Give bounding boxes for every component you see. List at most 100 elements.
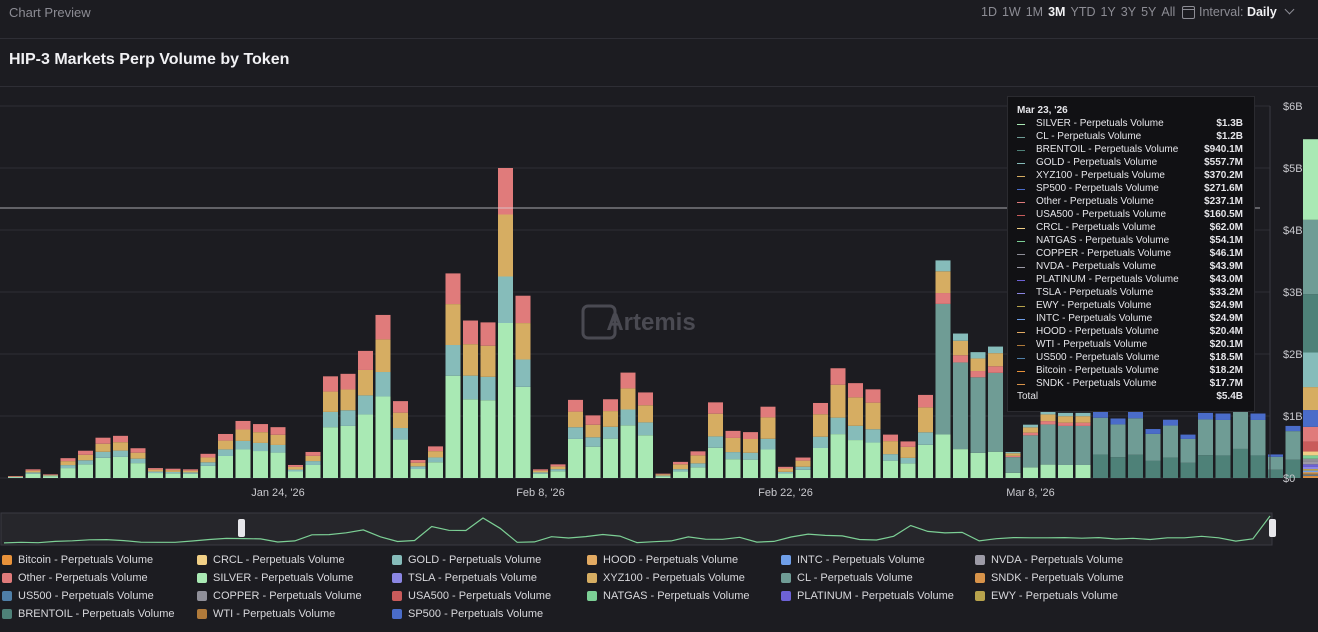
bar-segment[interactable] (1250, 455, 1266, 478)
bar-segment[interactable] (1110, 457, 1126, 478)
bar-segment[interactable] (60, 468, 76, 478)
bar-segment[interactable] (60, 458, 76, 462)
bar-segment[interactable] (43, 475, 58, 477)
bar-segment[interactable] (1005, 451, 1021, 454)
bar-segment[interactable] (988, 366, 1003, 373)
bar-segment[interactable] (393, 401, 408, 413)
calendar-icon[interactable] (1182, 5, 1196, 19)
range-navigator[interactable] (0, 512, 1276, 546)
bar-segment[interactable] (445, 375, 461, 478)
bar-segment[interactable] (743, 452, 758, 460)
bar-segment[interactable] (865, 402, 881, 430)
bar-segment[interactable] (288, 464, 303, 467)
bar-segment[interactable] (813, 402, 828, 415)
bar-segment[interactable] (1233, 403, 1248, 449)
bar-segment[interactable] (1303, 461, 1318, 465)
bar-segment[interactable] (148, 469, 163, 472)
bar-segment[interactable] (1198, 412, 1213, 420)
bar-segment[interactable] (1075, 422, 1091, 426)
bar-segment[interactable] (1215, 413, 1231, 420)
bar-segment[interactable] (585, 437, 601, 447)
bar-segment[interactable] (1075, 464, 1091, 478)
bar-segment[interactable] (428, 457, 443, 463)
bar-segment[interactable] (725, 430, 741, 438)
interval-selector[interactable]: Interval: Daily (1199, 4, 1295, 19)
bar-segment[interactable] (708, 413, 723, 437)
bar-segment[interactable] (655, 473, 671, 475)
bar-segment[interactable] (603, 438, 618, 478)
bar-segment[interactable] (95, 443, 111, 452)
navigator-left-handle[interactable] (238, 519, 245, 537)
bar-segment[interactable] (1268, 454, 1283, 457)
bar-segment[interactable] (165, 468, 181, 471)
bar-segment[interactable] (1303, 458, 1318, 462)
bar-segment[interactable] (1215, 455, 1231, 478)
bar-segment[interactable] (183, 472, 198, 474)
bar-segment[interactable] (130, 463, 146, 478)
bar-segment[interactable] (1040, 421, 1056, 425)
bar-segment[interactable] (953, 340, 968, 356)
bar-segment[interactable] (1180, 434, 1196, 439)
bar-segment[interactable] (725, 452, 741, 460)
bar-segment[interactable] (1250, 419, 1266, 456)
bar-segment[interactable] (113, 450, 128, 457)
bar-segment[interactable] (358, 395, 373, 415)
bar-segment[interactable] (1128, 411, 1143, 419)
bar-segment[interactable] (288, 469, 303, 472)
bar-segment[interactable] (428, 462, 443, 478)
bar-segment[interactable] (760, 449, 776, 478)
bar-segment[interactable] (1163, 457, 1178, 478)
bar-segment[interactable] (340, 425, 356, 478)
bar-segment[interactable] (1005, 457, 1021, 473)
bar-segment[interactable] (1303, 294, 1318, 353)
bar-segment[interactable] (830, 368, 846, 385)
bar-segment[interactable] (533, 473, 548, 478)
bar-segment[interactable] (340, 373, 356, 390)
bar-segment[interactable] (638, 435, 653, 478)
bar-segment[interactable] (515, 359, 531, 387)
bar-segment[interactable] (1303, 466, 1318, 470)
bar-segment[interactable] (358, 350, 373, 370)
bar-segment[interactable] (865, 389, 881, 403)
bar-segment[interactable] (200, 453, 216, 458)
bar-segment[interactable] (533, 470, 548, 473)
bar-segment[interactable] (393, 412, 408, 429)
bar-segment[interactable] (603, 411, 618, 427)
bar-segment[interactable] (970, 358, 986, 372)
bar-segment[interactable] (988, 372, 1003, 452)
bar-segment[interactable] (848, 440, 863, 478)
bar-segment[interactable] (340, 410, 356, 426)
range-5y[interactable]: 5Y (1141, 5, 1157, 19)
bar-segment[interactable] (1303, 476, 1318, 478)
bar-segment[interactable] (1268, 456, 1283, 470)
bar-segment[interactable] (813, 447, 828, 478)
bar-segment[interactable] (568, 399, 583, 412)
bar-segment[interactable] (43, 476, 58, 478)
bar-segment[interactable] (43, 474, 58, 475)
bar-segment[interactable] (918, 444, 933, 478)
bar-segment[interactable] (463, 399, 478, 478)
bar-segment[interactable] (218, 433, 233, 441)
bar-segment[interactable] (43, 474, 58, 476)
bar-segment[interactable] (95, 457, 111, 478)
bar-segment[interactable] (515, 295, 531, 324)
bar-segment[interactable] (323, 376, 338, 392)
bar-segment[interactable] (270, 434, 286, 445)
bar-segment[interactable] (1093, 417, 1108, 455)
bar-segment[interactable] (778, 471, 793, 474)
bar-segment[interactable] (1005, 472, 1021, 478)
bar-segment[interactable] (393, 428, 408, 440)
bar-segment[interactable] (1303, 470, 1318, 473)
bar-segment[interactable] (603, 426, 618, 439)
bar-segment[interactable] (218, 440, 233, 450)
bar-segment[interactable] (1145, 433, 1161, 461)
bar-segment[interactable] (1040, 464, 1056, 478)
bar-segment[interactable] (1233, 448, 1248, 478)
bar-segment[interactable] (1303, 451, 1318, 456)
navigator-track[interactable] (0, 512, 1273, 546)
bar-segment[interactable] (725, 437, 741, 453)
bar-segment[interactable] (480, 345, 496, 377)
bar-segment[interactable] (585, 424, 601, 438)
bar-segment[interactable] (445, 273, 461, 305)
bar-segment[interactable] (988, 346, 1003, 354)
